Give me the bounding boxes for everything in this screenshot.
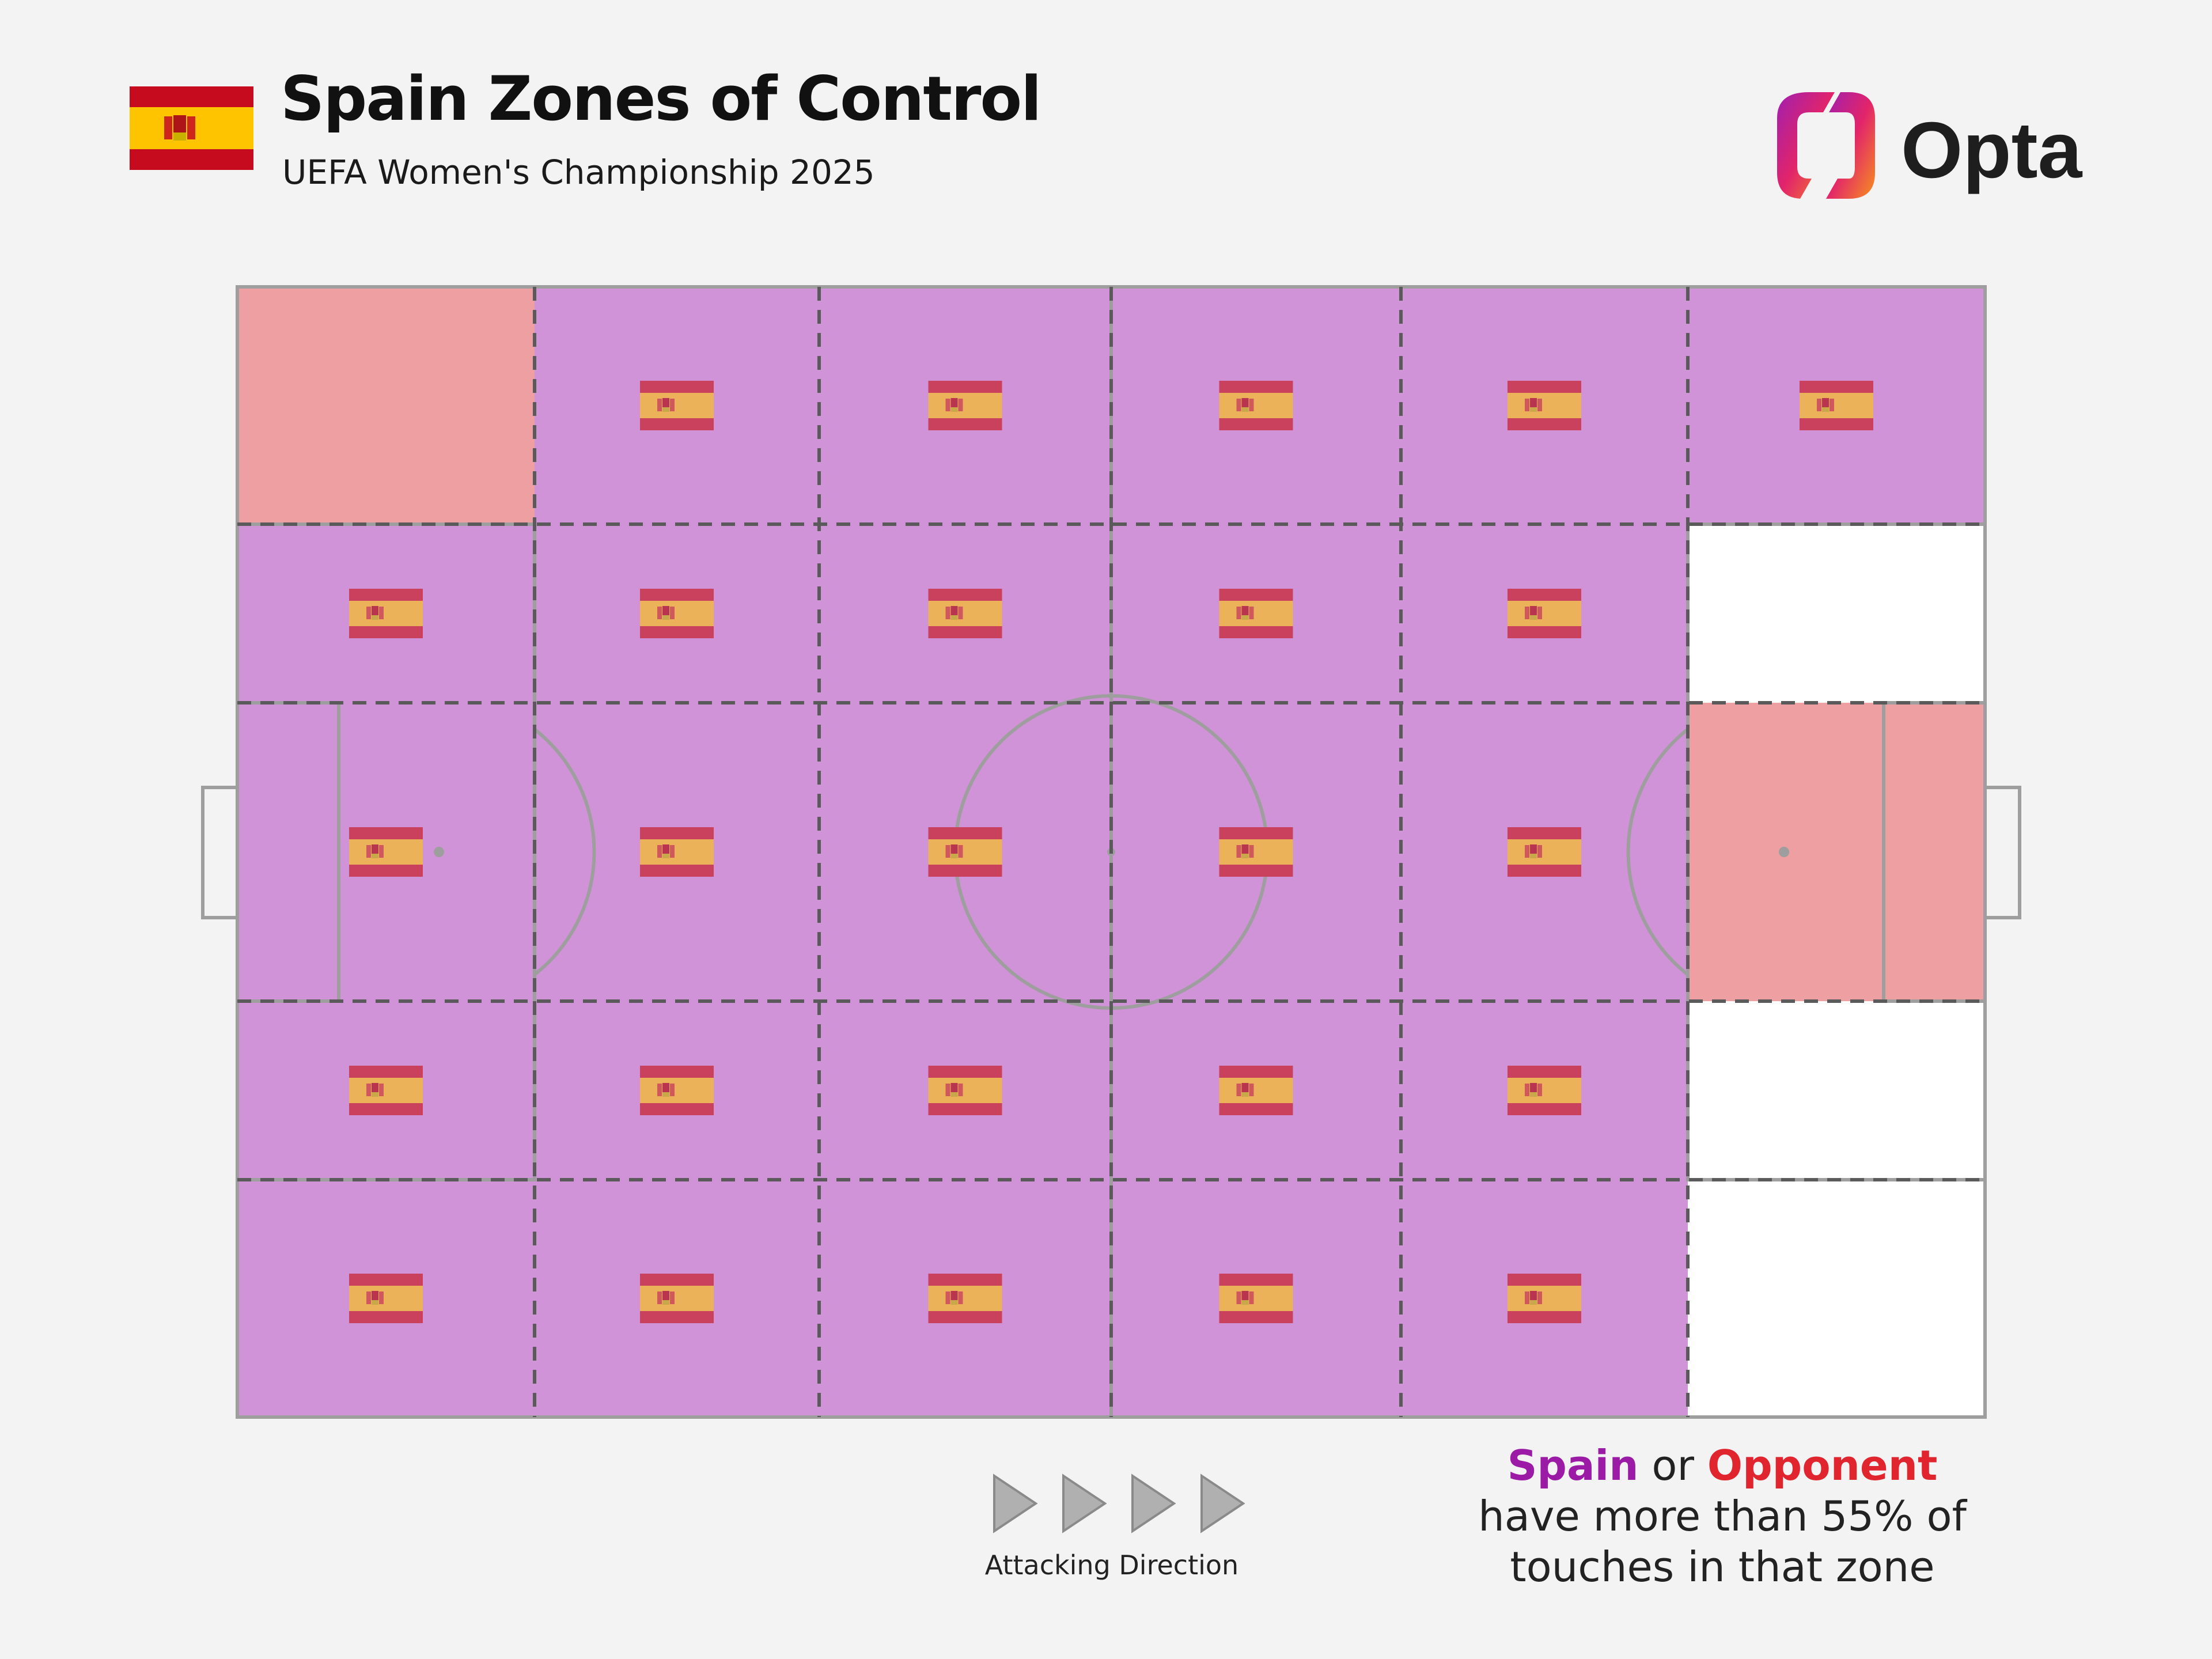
attacking-direction-arrows	[993, 1474, 1245, 1533]
legend-connector: or	[1652, 1441, 1695, 1490]
legend-line-2: have more than 55% of	[1478, 1492, 1967, 1540]
spain-flag-icon	[640, 1066, 714, 1115]
spain-flag-icon	[928, 1274, 1002, 1323]
attacking-direction-label: Attacking Direction	[984, 1550, 1239, 1581]
zone-layer	[237, 287, 1985, 1417]
opta-logo-text: Opta	[1901, 106, 2083, 195]
spain-flag-icon	[349, 827, 423, 877]
zone-opponent	[1688, 703, 1985, 1001]
spain-flag-icon	[1800, 381, 1873, 430]
arrow-right-icon	[1131, 1474, 1176, 1533]
arrow-right-icon	[1200, 1474, 1245, 1533]
spain-flag-icon	[1219, 589, 1293, 638]
spain-flag-icon	[928, 589, 1002, 638]
spain-flag-icon	[1508, 1066, 1581, 1115]
arrow-right-icon	[993, 1474, 1038, 1533]
left-goal	[201, 786, 239, 919]
zone-none	[1688, 524, 1985, 703]
spain-flag-icon	[349, 1274, 423, 1323]
legend-line-3: touches in that zone	[1510, 1543, 1935, 1591]
spain-flag-icon	[1219, 1274, 1293, 1323]
spain-flag-icon	[640, 381, 714, 430]
arrow-right-icon	[1062, 1474, 1107, 1533]
spain-flag-icon	[1219, 1066, 1293, 1115]
left-penalty-spot	[434, 847, 444, 857]
left-penalty-arc	[533, 728, 596, 976]
spain-flag-icon	[130, 86, 253, 170]
zone-flags	[349, 381, 1873, 1323]
spain-flag-icon	[349, 589, 423, 638]
spain-flag-icon	[928, 1066, 1002, 1115]
spain-flag-icon	[1508, 1274, 1581, 1323]
spain-flag-icon	[640, 589, 714, 638]
zone-dividers	[237, 287, 1985, 1417]
legend-team: Spain	[1507, 1441, 1639, 1490]
spain-flag-icon	[640, 1274, 714, 1323]
page-title: Spain Zones of Control	[281, 63, 1042, 134]
spain-flag-icon	[349, 1066, 423, 1115]
legend-line-1: Spain or Opponent	[1429, 1440, 2016, 1491]
spain-flag-icon	[1508, 381, 1581, 430]
spain-flag-icon	[1508, 589, 1581, 638]
page-subtitle: UEFA Women's Championship 2025	[282, 153, 875, 192]
spain-flag-icon	[928, 381, 1002, 430]
spain-flag-icon	[1219, 827, 1293, 877]
spain-flag-icon	[1508, 827, 1581, 877]
opta-logo-icon: Opta	[1777, 92, 2083, 199]
zone-opponent	[237, 287, 535, 524]
right-penalty-spot	[1779, 847, 1789, 857]
zone-none	[1688, 1180, 1985, 1417]
zone-none	[1688, 1001, 1985, 1180]
right-goal	[1983, 786, 2021, 919]
spain-flag-icon	[928, 827, 1002, 877]
legend: Spain or Opponent have more than 55% of …	[1429, 1440, 2016, 1592]
right-penalty-arc	[1626, 728, 1689, 976]
legend-opponent: Opponent	[1707, 1441, 1938, 1490]
spain-flag-icon	[1219, 381, 1293, 430]
spain-flag-icon	[640, 827, 714, 877]
